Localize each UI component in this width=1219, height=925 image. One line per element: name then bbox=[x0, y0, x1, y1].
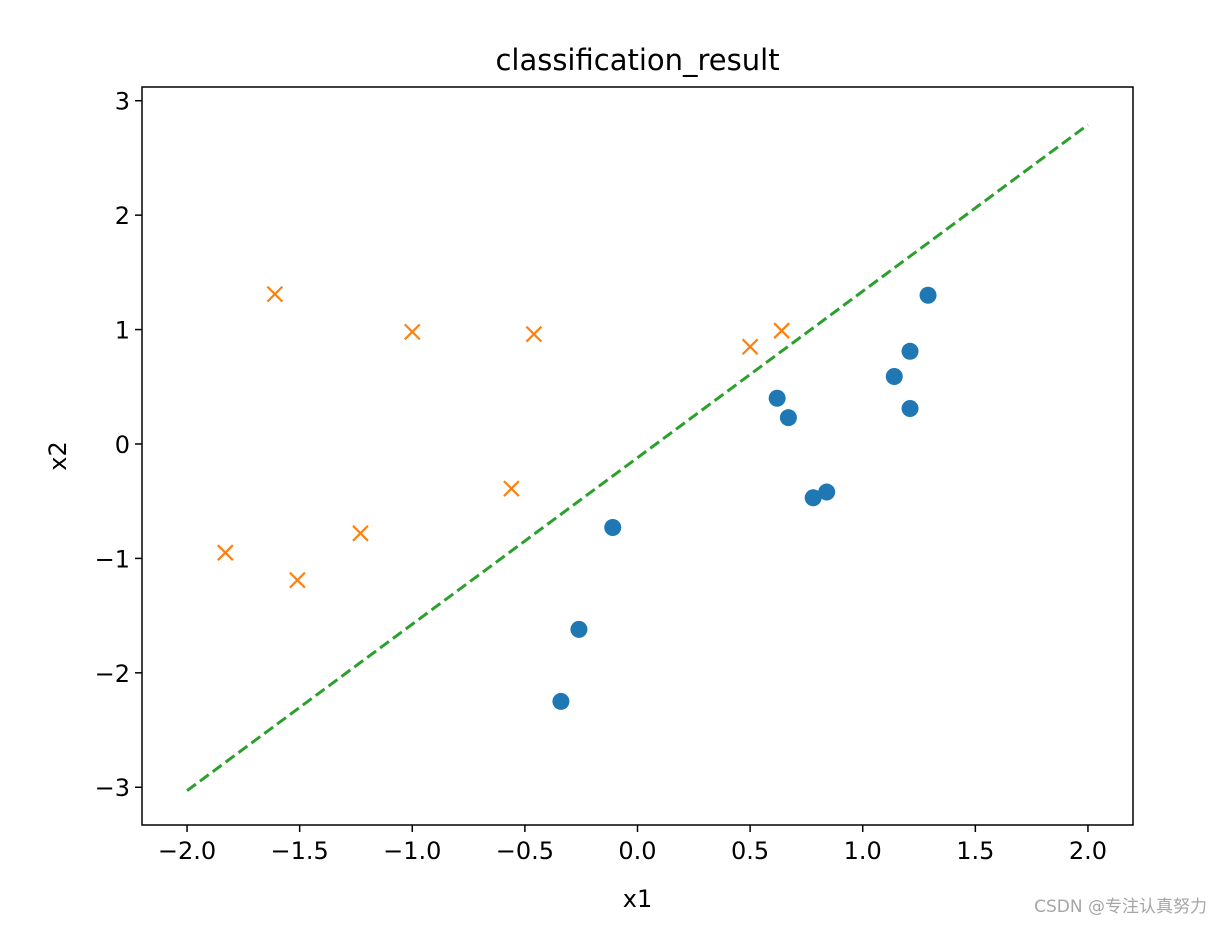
x-tick-label: −0.5 bbox=[496, 837, 554, 865]
x-tick-label: 2.0 bbox=[1069, 837, 1107, 865]
y-tick-label: −1 bbox=[95, 545, 130, 573]
x-point bbox=[403, 323, 421, 341]
watermark: CSDN @专注认真努力 bbox=[1034, 897, 1207, 917]
circle-point bbox=[570, 620, 588, 638]
x-point-stroke bbox=[289, 571, 306, 589]
y-tick-label: 1 bbox=[115, 317, 130, 345]
y-tick-label: 0 bbox=[115, 431, 130, 459]
y-tick-label: 3 bbox=[115, 88, 130, 116]
circle-point bbox=[901, 400, 919, 418]
plot-area bbox=[186, 123, 1089, 792]
x-point bbox=[266, 285, 284, 303]
x-point-stroke bbox=[352, 524, 369, 542]
circle-point bbox=[885, 367, 903, 385]
circle-point bbox=[901, 342, 919, 360]
x-point-stroke bbox=[403, 323, 421, 341]
x-axis: −2.0 −1.5 −1.0 −0.5 0.0 0.5 1.0 1.5 2.0 bbox=[158, 825, 1107, 865]
x-point bbox=[289, 571, 306, 589]
x-tick-label: 0.0 bbox=[618, 837, 656, 865]
circle-point bbox=[919, 286, 937, 304]
circle-point bbox=[818, 483, 836, 501]
x-tick-label: 1.5 bbox=[956, 837, 994, 865]
x-tick-label: −1.0 bbox=[383, 837, 441, 865]
x-tick-label: −2.0 bbox=[158, 837, 216, 865]
x-point bbox=[741, 338, 759, 356]
x-tick-label: 1.0 bbox=[844, 837, 882, 865]
x-point-stroke bbox=[503, 480, 520, 497]
x-point bbox=[525, 325, 543, 343]
x-point bbox=[217, 544, 234, 561]
decision-boundary-line bbox=[186, 123, 1089, 792]
x-point-stroke bbox=[266, 285, 284, 303]
y-tick-label: −2 bbox=[95, 660, 130, 688]
x-point-stroke bbox=[217, 544, 234, 561]
circle-point bbox=[552, 692, 570, 710]
circle-point bbox=[604, 519, 622, 537]
y-axis: −3 −2 −1 0 1 2 3 bbox=[95, 88, 142, 802]
chart-title: classification_result bbox=[495, 43, 779, 77]
x-point-stroke bbox=[525, 325, 543, 343]
x-tick-label: 0.5 bbox=[731, 837, 769, 865]
circle-point bbox=[804, 489, 822, 507]
y-tick-label: −3 bbox=[95, 774, 130, 802]
x-point bbox=[503, 480, 520, 497]
x-point-stroke bbox=[773, 322, 790, 339]
circle-point bbox=[779, 409, 797, 427]
x-point-stroke bbox=[741, 338, 759, 356]
x-tick-label: −1.5 bbox=[271, 837, 329, 865]
x-point bbox=[773, 322, 790, 339]
y-axis-label: x2 bbox=[44, 441, 72, 470]
x-point bbox=[352, 524, 369, 542]
circle-point bbox=[768, 389, 786, 407]
x-axis-label: x1 bbox=[623, 885, 652, 913]
y-tick-label: 2 bbox=[115, 202, 130, 230]
